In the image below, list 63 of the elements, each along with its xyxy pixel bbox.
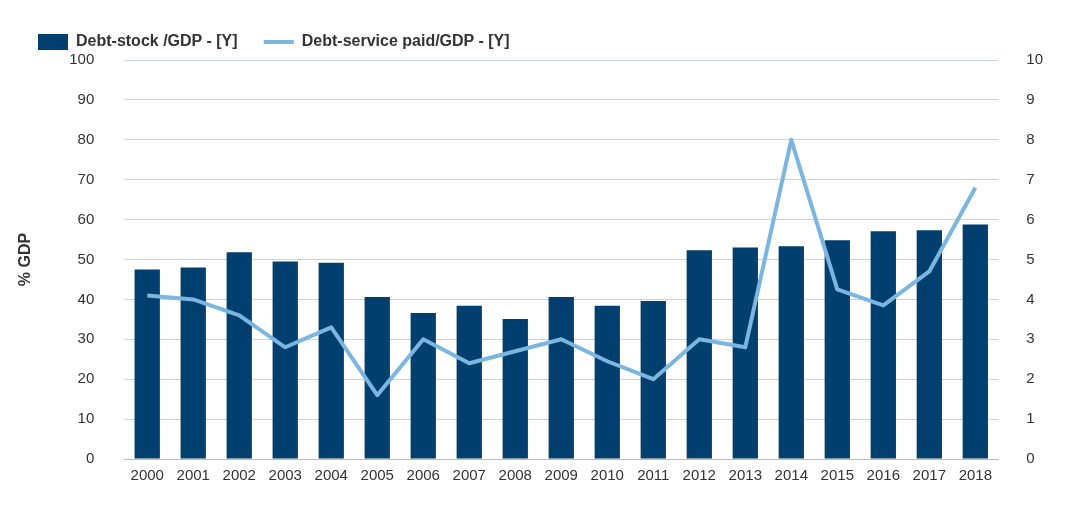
- bar: [778, 246, 804, 459]
- x-tick-label: 2007: [452, 466, 486, 484]
- x-tick-label: 2008: [498, 466, 532, 484]
- bar: [916, 230, 942, 459]
- y2-tick-label: 2: [1026, 369, 1035, 387]
- y2-tick-label: 10: [1026, 50, 1043, 68]
- y2-tick-label: 7: [1026, 169, 1035, 187]
- y-tick-label: 20: [77, 369, 95, 387]
- bar: [410, 312, 436, 459]
- x-tick-label: 2006: [406, 466, 440, 484]
- x-tick-label: 2002: [222, 466, 256, 484]
- y-tick-label: 80: [77, 129, 95, 147]
- y-tick-label: 40: [77, 289, 95, 307]
- bar: [824, 240, 850, 459]
- y2-tick-label: 4: [1026, 289, 1035, 307]
- x-tick-label: 2005: [360, 466, 394, 484]
- y-tick-label: 90: [77, 90, 95, 108]
- bar: [180, 267, 206, 459]
- bar: [318, 262, 344, 459]
- y2-tick-label: 9: [1026, 90, 1035, 108]
- x-tick-label: 2012: [682, 466, 716, 484]
- x-tick-label: 2001: [176, 466, 210, 484]
- x-tick-label: 2014: [774, 466, 808, 484]
- y-tick-label: 100: [69, 50, 95, 68]
- y-tick-label: 50: [77, 249, 95, 267]
- y2-tick-label: 6: [1026, 209, 1035, 227]
- x-tick-label: 2017: [912, 466, 946, 484]
- bar: [226, 252, 252, 459]
- bar: [364, 297, 390, 459]
- y-tick-label: 0: [85, 449, 95, 467]
- y2-tick-label: 8: [1026, 129, 1035, 147]
- bar: [502, 318, 528, 459]
- x-tick-label: 2009: [544, 466, 578, 484]
- bar: [456, 305, 482, 459]
- y-tick-label: 60: [77, 209, 95, 227]
- y-tick-label: 30: [77, 329, 95, 347]
- x-tick-label: 2018: [958, 466, 992, 484]
- x-tick-label: 2003: [268, 466, 302, 484]
- bar: [640, 301, 666, 459]
- bar: [686, 250, 712, 459]
- bar: [870, 231, 896, 459]
- y2-tick-label: 5: [1026, 249, 1035, 267]
- y-tick-label: 70: [77, 169, 95, 187]
- y-tick-label: 10: [77, 409, 95, 427]
- x-tick-label: 2011: [637, 466, 670, 484]
- y2-tick-label: 3: [1026, 329, 1035, 347]
- bar: [594, 305, 620, 459]
- x-tick-label: 2016: [866, 466, 900, 484]
- x-tick-label: 2015: [820, 466, 854, 484]
- y2-tick-label: 0: [1026, 449, 1035, 467]
- legend-label: Debt-service paid/GDP - [Y]: [301, 32, 510, 50]
- bar: [134, 269, 160, 459]
- x-tick-label: 2013: [728, 466, 762, 484]
- x-tick-label: 2010: [590, 466, 624, 484]
- bar: [732, 247, 758, 459]
- bar: [272, 261, 298, 459]
- y2-tick-label: 1: [1026, 409, 1035, 427]
- x-tick-label: 2000: [130, 466, 164, 484]
- bar: [962, 224, 988, 459]
- x-tick-label: 2004: [314, 466, 348, 484]
- bar: [548, 297, 574, 459]
- y-axis-title: % GDP: [16, 232, 34, 287]
- legend-label: Debt-stock /GDP - [Y]: [76, 32, 238, 50]
